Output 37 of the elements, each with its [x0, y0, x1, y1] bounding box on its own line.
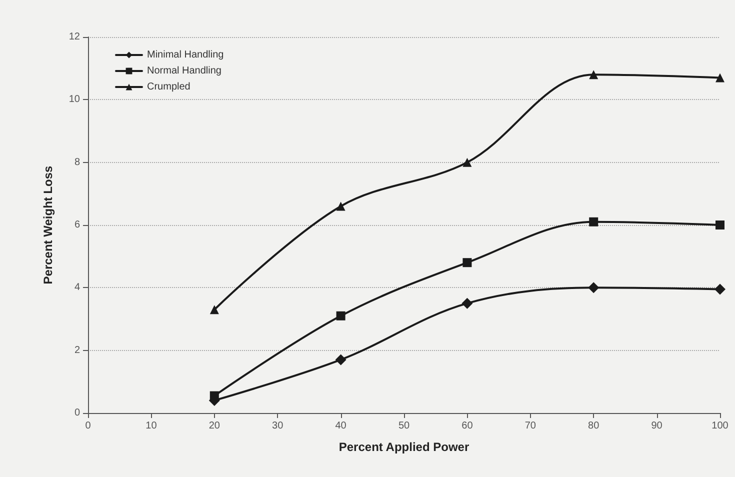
x-tick-label: 80 — [588, 420, 600, 432]
y-tick-label: 6 — [74, 220, 80, 230]
point — [210, 391, 219, 400]
point — [716, 220, 724, 230]
y-tick-label: 4 — [74, 282, 80, 294]
point — [589, 70, 598, 80]
point — [336, 202, 346, 211]
x-tick-label: 50 — [398, 420, 410, 432]
y-tick-label: 12 — [68, 32, 80, 42]
y-tick-label: 0 — [74, 408, 80, 418]
point — [589, 217, 598, 226]
y-axis-title: Percent Weight Loss — [41, 165, 55, 284]
legend-label: Normal Handling — [147, 66, 222, 76]
point — [588, 282, 600, 294]
legend-label: Minimal Handling — [147, 50, 224, 60]
x-tick-label: 10 — [146, 420, 158, 432]
point — [210, 305, 219, 314]
point — [462, 258, 472, 268]
point — [335, 354, 346, 366]
point — [716, 73, 724, 82]
y-tick-label: 8 — [74, 156, 80, 168]
x-tick-label: 100 — [712, 420, 729, 432]
point — [462, 298, 473, 309]
point — [336, 311, 346, 320]
x-tick-label: 40 — [335, 420, 347, 432]
point — [462, 158, 472, 167]
x-tick-label: 90 — [651, 420, 663, 432]
x-tick-label: 70 — [524, 420, 536, 432]
x-tick-label: 0 — [85, 420, 92, 432]
x-axis-title: Percent Applied Power — [338, 440, 470, 454]
x-tick-label: 60 — [462, 420, 474, 432]
legend-label: Crumpled — [147, 82, 190, 92]
x-tick-label: 30 — [272, 420, 284, 432]
y-tick-label: 2 — [74, 344, 80, 356]
y-tick-label: 10 — [68, 94, 80, 106]
x-tick-label: 20 — [208, 420, 220, 432]
point — [714, 284, 726, 295]
